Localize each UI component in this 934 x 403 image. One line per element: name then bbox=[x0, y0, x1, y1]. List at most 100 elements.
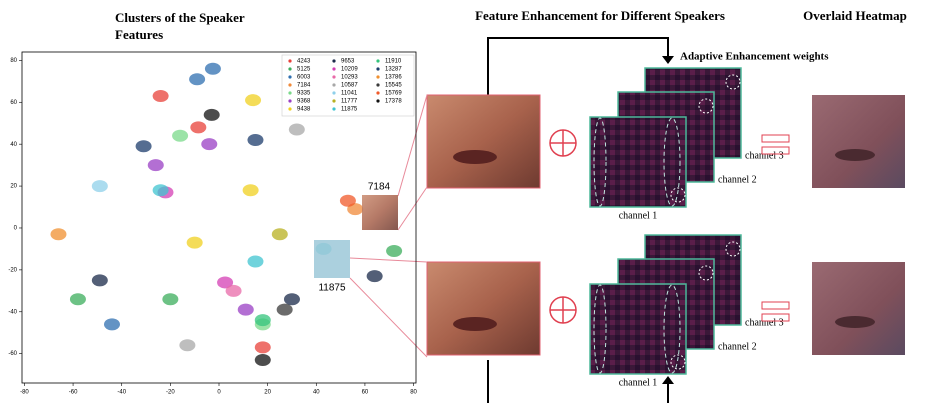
channel-label: channel 2 bbox=[718, 341, 757, 352]
cluster-point bbox=[153, 90, 169, 102]
channel-label: channel 1 bbox=[619, 210, 658, 221]
x-tick-label: -80 bbox=[20, 390, 29, 396]
legend-marker bbox=[288, 67, 291, 70]
legend-marker bbox=[332, 67, 335, 70]
legend-label: 11777 bbox=[341, 99, 358, 105]
cluster-point bbox=[386, 245, 402, 257]
face-crop bbox=[427, 95, 540, 188]
arrowhead bbox=[662, 376, 674, 384]
mouth bbox=[835, 149, 875, 161]
cluster-point bbox=[204, 109, 220, 121]
y-tick-label: 20 bbox=[10, 184, 17, 190]
mouth bbox=[835, 316, 875, 328]
legend-label: 9368 bbox=[297, 99, 311, 105]
thumbnail bbox=[362, 195, 398, 230]
channel-label: channel 3 bbox=[745, 150, 784, 161]
cluster-point bbox=[289, 124, 305, 136]
y-tick-label: -40 bbox=[8, 309, 17, 315]
legend-label: 9438 bbox=[297, 107, 311, 113]
cluster-point bbox=[148, 159, 164, 171]
equals-sign bbox=[762, 302, 789, 309]
legend-label: 10587 bbox=[341, 83, 358, 89]
y-tick-label: 80 bbox=[10, 58, 17, 64]
x-tick-label: -60 bbox=[69, 390, 78, 396]
x-tick-label: 40 bbox=[313, 390, 320, 396]
cluster-point bbox=[92, 274, 108, 286]
annotation: 11875 bbox=[318, 283, 346, 294]
cluster-point bbox=[255, 354, 271, 366]
right-title: Overlaid Heatmap bbox=[803, 8, 907, 23]
x-tick-label: 20 bbox=[264, 390, 271, 396]
cluster-point bbox=[255, 314, 271, 326]
legend-marker bbox=[332, 99, 335, 102]
cluster-point bbox=[104, 318, 120, 330]
legend-marker bbox=[332, 107, 335, 110]
face-crop bbox=[427, 262, 540, 355]
legend-label: 11875 bbox=[341, 107, 358, 113]
legend-marker bbox=[288, 99, 291, 102]
cluster-point bbox=[136, 140, 152, 152]
cluster-point bbox=[247, 255, 263, 267]
overlaid-heatmap bbox=[812, 95, 905, 188]
legend-marker bbox=[332, 83, 335, 86]
x-tick-label: 0 bbox=[217, 390, 221, 396]
cluster-point bbox=[190, 121, 206, 133]
legend-marker bbox=[376, 75, 379, 78]
x-tick-label: 80 bbox=[410, 390, 417, 396]
cluster-point bbox=[189, 73, 205, 85]
cluster-point bbox=[172, 130, 188, 142]
cluster-point bbox=[245, 94, 261, 106]
canvas: Feature Enhancement for Different Speake… bbox=[0, 0, 934, 403]
legend-marker bbox=[332, 91, 335, 94]
arrowhead bbox=[662, 56, 674, 64]
legend-label: 5125 bbox=[297, 67, 311, 73]
cluster-point bbox=[187, 237, 203, 249]
x-tick-label: 60 bbox=[362, 390, 369, 396]
y-tick-label: 40 bbox=[10, 142, 17, 148]
legend-label: 13786 bbox=[385, 75, 402, 81]
legend-marker bbox=[376, 91, 379, 94]
cluster-point bbox=[226, 285, 242, 297]
legend-marker bbox=[376, 83, 379, 86]
legend-marker bbox=[376, 67, 379, 70]
thumbnail bbox=[314, 240, 350, 278]
cluster-point bbox=[162, 293, 178, 305]
cluster-point bbox=[92, 180, 108, 192]
legend-label: 10209 bbox=[341, 67, 358, 73]
cluster-point bbox=[272, 228, 288, 240]
cluster-point bbox=[284, 293, 300, 305]
y-tick-label: 0 bbox=[14, 226, 18, 232]
cluster-point bbox=[367, 270, 383, 282]
legend-label: 6003 bbox=[297, 75, 311, 81]
y-tick-label: -60 bbox=[8, 351, 17, 357]
legend-marker bbox=[332, 59, 335, 62]
cluster-point bbox=[340, 195, 356, 207]
x-tick-label: -20 bbox=[166, 390, 175, 396]
cluster-point bbox=[277, 304, 293, 316]
cluster-point bbox=[205, 63, 221, 75]
legend-marker bbox=[376, 99, 379, 102]
weights-label: Adaptive Enhancement weights bbox=[680, 51, 829, 63]
connector bbox=[350, 278, 427, 357]
cluster-point bbox=[243, 184, 259, 196]
legend-marker bbox=[332, 75, 335, 78]
legend-label: 4243 bbox=[297, 59, 311, 65]
arrow bbox=[488, 38, 668, 98]
cluster-point bbox=[247, 134, 263, 146]
cluster-point bbox=[70, 293, 86, 305]
legend-label: 10293 bbox=[341, 75, 358, 81]
legend-label: 7184 bbox=[297, 83, 311, 89]
overlaid-heatmap bbox=[812, 262, 905, 355]
legend-label: 9653 bbox=[341, 59, 355, 65]
legend-marker bbox=[376, 59, 379, 62]
connector bbox=[398, 187, 427, 230]
legend-marker bbox=[288, 83, 291, 86]
channel-label: channel 2 bbox=[718, 174, 757, 185]
cluster-point bbox=[50, 228, 66, 240]
legend-marker bbox=[288, 107, 291, 110]
cluster-point bbox=[238, 304, 254, 316]
legend-marker bbox=[288, 75, 291, 78]
legend-label: 17378 bbox=[385, 99, 402, 105]
channel-label: channel 3 bbox=[745, 317, 784, 328]
middle-title: Feature Enhancement for Different Speake… bbox=[475, 8, 725, 23]
